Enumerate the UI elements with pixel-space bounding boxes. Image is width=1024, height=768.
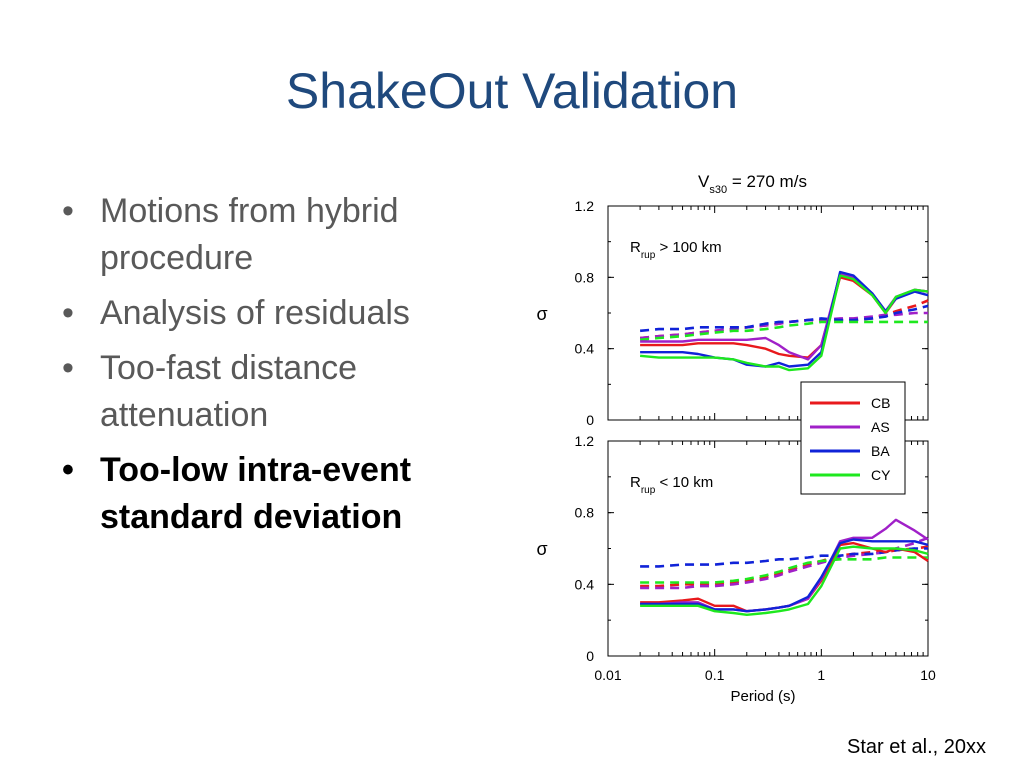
chart-panel-1: 0 0.4 0.8 1.2 Rrup > 100 km: [575, 198, 929, 428]
bullet-symbol: •: [62, 451, 74, 489]
bullet-symbol: •: [62, 192, 74, 230]
bullet-text: Analysis of residuals: [100, 294, 410, 332]
bullet-item-emphasized: • Too-low intra-event standard deviation: [62, 447, 482, 541]
series-line-ba-dashed: [639, 304, 929, 333]
y-tick-label: 0.4: [575, 341, 595, 357]
x-tick-label: 10: [920, 667, 936, 683]
legend-label-as: AS: [871, 419, 890, 435]
series-line-cy-solid: [639, 274, 929, 372]
panel-label: Rrup > 100 km: [630, 239, 722, 261]
series-line-as-dashed: [639, 311, 928, 340]
series-line-cb-dashed: [640, 545, 929, 588]
citation: Star et al., 20xx: [847, 736, 986, 758]
bullet-symbol: •: [62, 294, 74, 332]
chart-title: Vs30 = 270 m/s: [698, 172, 807, 196]
y-tick-label: 1.2: [575, 433, 595, 449]
x-tick-label: 0.01: [594, 667, 621, 683]
legend-label-cy: CY: [871, 467, 891, 483]
series-line-ba-solid: [640, 270, 929, 368]
bullet-symbol: •: [62, 349, 74, 387]
bullet-item: • Motions from hybrid procedure: [62, 188, 482, 282]
x-tick-label: 1: [817, 667, 825, 683]
legend-label-ba: BA: [871, 443, 890, 459]
y-axis-label-top: σ: [536, 304, 547, 324]
series-line-as-solid: [640, 518, 929, 613]
y-tick-label: 0.4: [575, 576, 595, 592]
bullet-item: • Analysis of residuals: [62, 290, 482, 337]
y-tick-label: 0.8: [575, 505, 595, 521]
bullet-text: Motions from hybrid procedure: [100, 192, 399, 277]
bullet-list: • Motions from hybrid procedure • Analysis…: [62, 188, 482, 549]
panel-label: Rrup < 10 km: [630, 474, 713, 496]
y-tick-label: 1.2: [575, 198, 595, 214]
bullet-item: • Too-fast distance attenuation: [62, 345, 482, 439]
y-tick-label: 0.8: [575, 269, 595, 285]
chart-panel-2: 0 0.4 0.8 1.2 0.01 0.1 1 10 Rrup < 10 km: [575, 433, 936, 683]
y-axis-label-bottom: σ: [536, 539, 547, 559]
series-line-cb-dashed: [639, 299, 929, 340]
x-tick-label: 0.1: [705, 667, 725, 683]
y-tick-label: 0: [586, 412, 594, 428]
series-line-cy-dashed: [639, 320, 928, 342]
series-line-as-dashed: [640, 536, 929, 590]
x-axis-label: Period (s): [730, 688, 795, 705]
slide-title: ShakeOut Validation: [285, 63, 739, 119]
series-line-cy-solid: [640, 545, 929, 616]
series-line-ba-solid: [640, 538, 929, 613]
bullet-text: Too-low intra-event standard deviation: [100, 451, 412, 536]
bullet-text: Too-fast distance attenuation: [100, 349, 358, 434]
series-line-cy-dashed: [640, 556, 928, 584]
chart-legend: CB AS BA CY: [800, 381, 906, 495]
legend-label-cb: CB: [871, 395, 890, 411]
y-tick-label: 0: [586, 648, 594, 664]
